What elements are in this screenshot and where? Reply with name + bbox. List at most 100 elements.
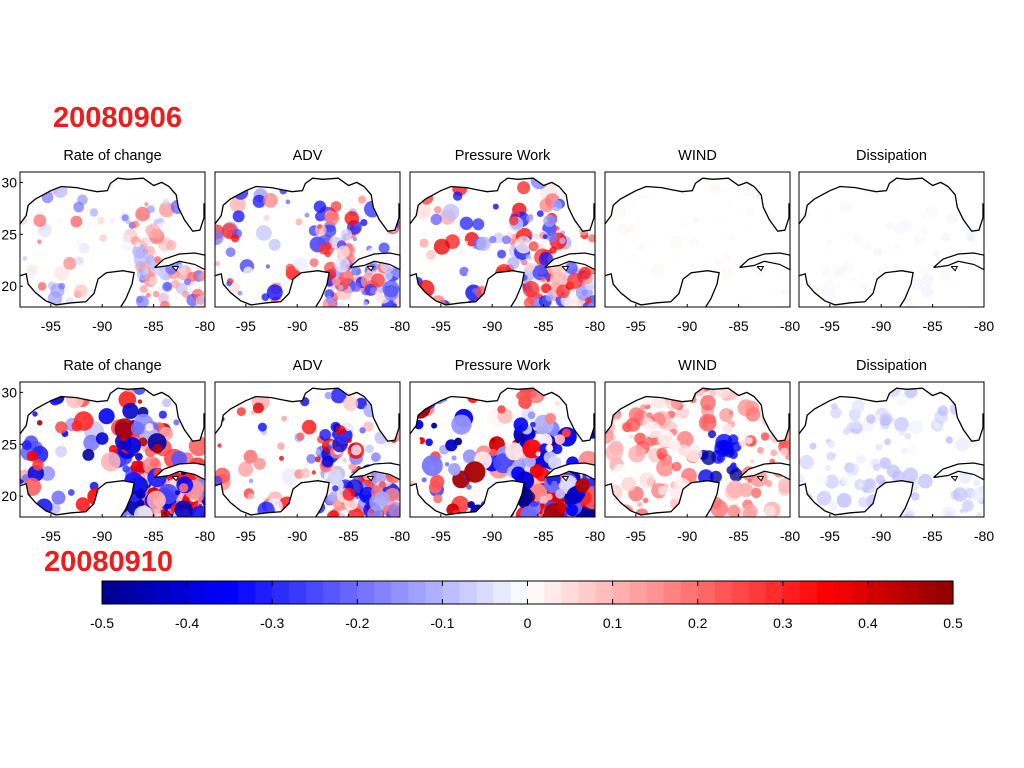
colorbar-tick-label: 0.1 (603, 615, 623, 631)
colorbar-segment (340, 581, 358, 604)
x-tick-label: -80 (585, 318, 605, 334)
gulf-coastline (798, 387, 984, 442)
map-panel: ADV -95 -90 -85 -80 (214, 358, 410, 544)
x-tick-label: -95 (820, 528, 840, 544)
colorbar-segment (748, 581, 767, 604)
x-tick-label: -85 (338, 528, 358, 544)
colorbar-tick-label: 0.2 (688, 615, 708, 631)
x-tick-label: -80 (390, 318, 410, 334)
colorbar-segment (272, 581, 290, 604)
panel-frame (604, 171, 791, 308)
colorbar-segment (408, 581, 426, 604)
x-tick-label: -85 (533, 318, 553, 334)
mexico-coastline (409, 480, 525, 518)
y-tick-label: 20 (1, 278, 17, 294)
colorbar-segment (476, 581, 495, 604)
colorbar-segment (527, 581, 546, 604)
panel-frame (798, 381, 985, 518)
panel-frame (214, 381, 401, 518)
colorbar-segment (595, 581, 614, 604)
colorbar-segment (170, 581, 188, 604)
x-tick-label: -90 (482, 528, 502, 544)
colorbar-segment (442, 581, 461, 604)
panel-frame (409, 381, 596, 518)
y-tick-label: 30 (1, 384, 17, 400)
colorbar-segment (646, 581, 665, 604)
y-tick-label: 25 (1, 226, 17, 242)
colorbar-segment (374, 581, 392, 604)
gulf-coastline (798, 177, 984, 232)
colorbar-segment (306, 581, 324, 604)
mexico-coastline (19, 270, 135, 308)
map-panel: WIND -95 -90 -85 -80 (604, 148, 800, 334)
x-tick-label: -85 (338, 318, 358, 334)
gulf-coastline (214, 177, 400, 232)
colorbar-segment (323, 581, 341, 604)
panel-frame (19, 171, 206, 308)
x-tick-label: -95 (626, 528, 646, 544)
x-tick-label: -90 (287, 318, 307, 334)
map-panel: Dissipation -95 -90 -85 -80 (798, 148, 994, 334)
panel-title: ADV (293, 148, 323, 164)
colorbar-segment (561, 581, 580, 604)
x-tick-label: -85 (922, 318, 942, 334)
colorbar-segment (799, 581, 818, 604)
x-tick-label: -95 (626, 318, 646, 334)
x-tick-label: -95 (431, 528, 451, 544)
panel-title: WIND (678, 148, 717, 164)
mexico-coastline (798, 480, 914, 518)
x-tick-label: -95 (820, 318, 840, 334)
x-tick-label: -80 (780, 318, 800, 334)
map-panel: Rate of change -95 -90 -85 -80 30 25 20 (1, 148, 215, 334)
colorbar-tick-label: -0.5 (90, 615, 114, 631)
x-tick-label: -95 (236, 318, 256, 334)
colorbar-tick-label: 0.4 (858, 615, 878, 631)
x-tick-label: -80 (974, 318, 994, 334)
x-tick-label: -85 (728, 318, 748, 334)
colorbar-tick-label: -0.2 (345, 615, 369, 631)
x-tick-label: -80 (974, 528, 994, 544)
island-coastline (561, 476, 570, 482)
colorbar-segment (816, 581, 835, 604)
x-tick-label: -80 (585, 528, 605, 544)
colorbar-segment (680, 581, 699, 604)
colorbar-segment (425, 581, 443, 604)
panel-title: Dissipation (856, 148, 927, 164)
panel-title: Pressure Work (455, 148, 551, 164)
second-date-label: 20080910 (44, 546, 174, 578)
map-panel: ADV -95 -90 -85 -80 (214, 148, 410, 334)
x-tick-label: -85 (143, 528, 163, 544)
colorbar-segment (221, 581, 239, 604)
panel-frame (604, 381, 791, 518)
island-coastline (950, 266, 959, 272)
colorbar-segment (544, 581, 563, 604)
colorbar-segment (935, 581, 954, 604)
island-coastline (950, 476, 959, 482)
colorbar-segment (850, 581, 869, 604)
colorbar-segment (731, 581, 750, 604)
island-coastline (171, 266, 180, 272)
gulf-coastline (409, 387, 595, 442)
x-tick-label: -90 (92, 528, 112, 544)
colorbar-segment (833, 581, 852, 604)
x-tick-label: -90 (677, 528, 697, 544)
panel-title: Rate of change (63, 358, 161, 374)
y-tick-label: 20 (1, 488, 17, 504)
mexico-coastline (798, 270, 914, 308)
colorbar-segment (884, 581, 903, 604)
island-coastline (171, 476, 180, 482)
colorbar-segment (357, 581, 375, 604)
x-tick-label: -95 (41, 528, 61, 544)
gulf-coastline (214, 387, 400, 442)
x-tick-label: -80 (195, 528, 215, 544)
y-tick-label: 25 (1, 436, 17, 452)
x-tick-label: -90 (482, 318, 502, 334)
colorbar-segment (918, 581, 937, 604)
map-panels: Rate of change -95 -90 -85 -80 30 25 20 ADV -95 -9… (1, 148, 994, 544)
gulf-coastline (19, 177, 205, 232)
panel-frame (409, 171, 596, 308)
colorbar-segment (391, 581, 409, 604)
island-coastline (366, 266, 375, 272)
map-panel: Dissipation -95 -90 -85 -80 (798, 358, 994, 544)
